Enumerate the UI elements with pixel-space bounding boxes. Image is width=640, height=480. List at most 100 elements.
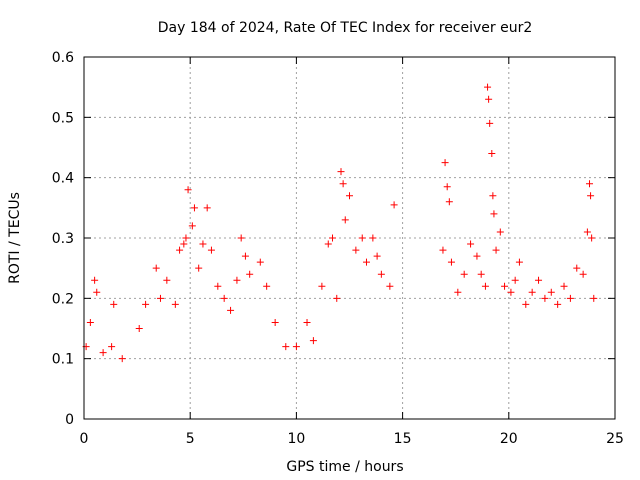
data-point (486, 119, 494, 127)
data-point (477, 270, 485, 278)
data-point (184, 186, 192, 194)
x-tick-label: 10 (287, 431, 305, 447)
data-point (337, 168, 345, 176)
data-point (579, 270, 587, 278)
data-point (214, 282, 222, 290)
data-point (454, 288, 462, 296)
data-point (590, 294, 598, 302)
data-point (190, 204, 198, 212)
data-point (535, 276, 543, 284)
data-point (346, 192, 353, 200)
data-point (485, 95, 493, 103)
data-point (501, 282, 509, 290)
data-point (390, 201, 398, 209)
data-point (246, 270, 254, 278)
axis-ticks: 0 0.1 0.2 0.3 0.4 0.5 0.6 0 5 10 15 20 25 (52, 50, 624, 447)
x-tick-label: 0 (80, 431, 89, 447)
plot-frame (83, 56, 616, 420)
data-point (282, 343, 290, 351)
data-point (460, 270, 468, 278)
data-point (99, 349, 107, 357)
data-point (447, 258, 455, 266)
data-point (362, 258, 370, 266)
data-point (93, 288, 101, 296)
data-point (484, 83, 492, 91)
data-point (566, 294, 574, 302)
data-point (496, 228, 504, 236)
data-point (188, 222, 196, 230)
data-point (203, 204, 211, 212)
chart-title: Day 184 of 2024, Rate Of TEC Index for r… (158, 20, 533, 36)
x-tick-label: 20 (500, 431, 518, 447)
data-point (573, 264, 581, 272)
data-point (199, 240, 207, 248)
data-point (156, 294, 164, 302)
data-point (271, 318, 279, 326)
data-point (489, 192, 497, 200)
data-point (473, 252, 481, 260)
data-point (220, 294, 228, 302)
data-point (241, 252, 249, 260)
grid-lines (84, 57, 615, 419)
x-axis-label: GPS time / hours (286, 459, 403, 475)
y-tick-label: 0.3 (52, 231, 74, 247)
data-point (481, 282, 489, 290)
data-point (207, 246, 215, 254)
data-point (528, 288, 536, 296)
data-point (515, 258, 523, 266)
data-point (171, 300, 179, 308)
data-points (82, 83, 598, 363)
y-axis-label: ROTI / TECUs (7, 192, 23, 284)
data-point (318, 282, 326, 290)
data-point (233, 276, 241, 284)
data-point (339, 180, 347, 188)
data-point (547, 288, 555, 296)
data-point (135, 325, 143, 332)
y-tick-label: 0.2 (52, 291, 74, 307)
data-point (118, 355, 126, 363)
data-point (309, 337, 317, 345)
data-point (180, 240, 188, 248)
data-point (490, 210, 498, 218)
x-tick-label: 5 (186, 431, 195, 447)
data-point (329, 234, 337, 242)
data-point (333, 294, 341, 302)
data-point (152, 264, 160, 272)
data-point (445, 198, 453, 206)
data-point (541, 294, 549, 302)
data-point (110, 300, 118, 308)
x-tick-label: 25 (606, 431, 624, 447)
data-point (256, 258, 264, 266)
data-point (341, 216, 349, 224)
data-point (142, 300, 150, 308)
data-point (560, 282, 568, 290)
data-point (488, 150, 496, 158)
data-point (358, 234, 366, 242)
data-point (176, 246, 184, 254)
data-point (586, 180, 594, 188)
data-point (163, 276, 171, 284)
data-point (588, 234, 596, 242)
data-point (377, 270, 385, 278)
data-point (292, 343, 300, 351)
data-point (441, 159, 449, 167)
data-point (443, 183, 451, 191)
x-tick-label: 15 (394, 431, 412, 447)
y-tick-label: 0.5 (52, 110, 74, 126)
y-tick-label: 0.1 (52, 352, 74, 368)
y-tick-label: 0.6 (52, 50, 74, 66)
y-tick-label: 0.4 (52, 171, 74, 187)
data-point (237, 234, 245, 242)
data-point (195, 264, 203, 272)
data-point (439, 246, 447, 254)
data-point (373, 252, 381, 260)
data-point (303, 318, 311, 326)
data-point (386, 282, 394, 290)
data-point (583, 228, 591, 236)
data-point (324, 240, 332, 248)
data-point (511, 276, 519, 284)
data-point (108, 343, 116, 351)
data-point (182, 234, 190, 242)
data-point (522, 300, 530, 308)
